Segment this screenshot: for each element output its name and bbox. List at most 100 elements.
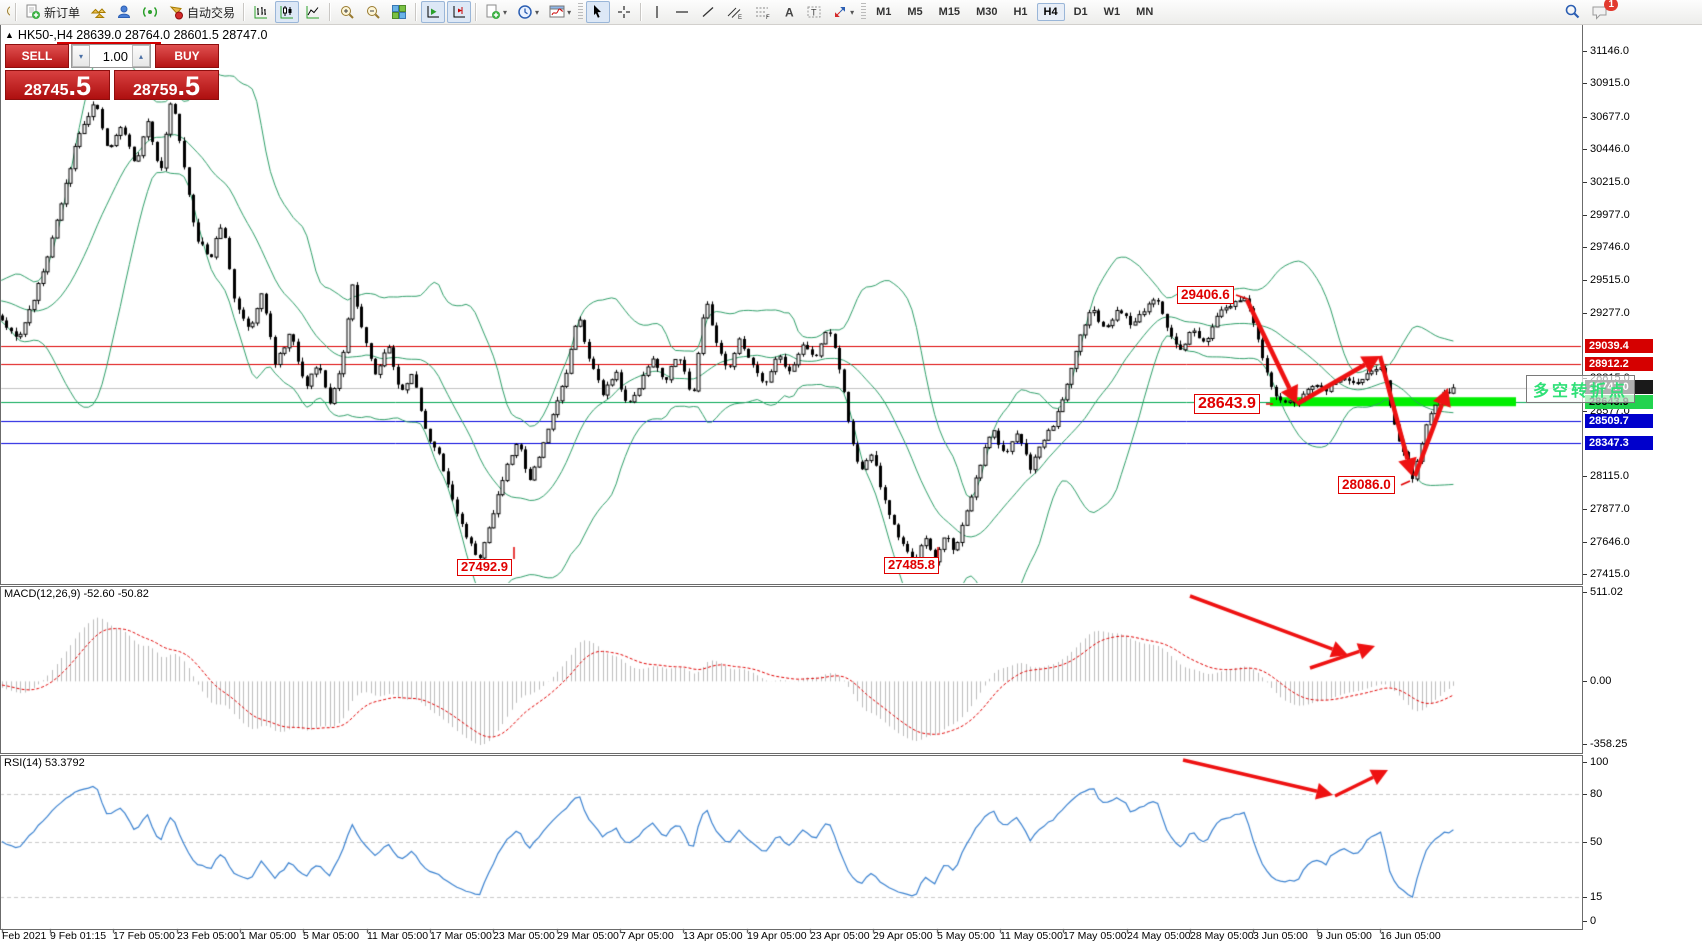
new-chart-button[interactable]: ▾ bbox=[481, 1, 511, 23]
spinner-up-icon: ▴ bbox=[138, 51, 143, 61]
arrows-tool-button[interactable]: ▾ bbox=[828, 1, 858, 23]
vertical-line-icon bbox=[656, 6, 658, 18]
new-order-button[interactable]: 新订单 bbox=[21, 1, 84, 23]
rsi-panel bbox=[0, 755, 1583, 930]
search-icon bbox=[1565, 4, 1580, 19]
sell-price-main: 28745 bbox=[23, 82, 69, 99]
arrow-shapes-icon bbox=[835, 7, 846, 17]
cursor-icon bbox=[594, 5, 602, 18]
strategy-tester-button[interactable] bbox=[112, 1, 136, 23]
signals-button[interactable] bbox=[138, 1, 162, 23]
magnifier-partial-icon bbox=[7, 6, 10, 16]
toolbar-separator bbox=[475, 3, 478, 21]
timeframe-m1-button[interactable]: M1 bbox=[876, 6, 892, 18]
price-annotation-label[interactable]: 27485.8 bbox=[884, 557, 939, 574]
title-underline-mark bbox=[57, 42, 161, 44]
note-annotation[interactable]: 多空转折点 bbox=[1526, 375, 1636, 403]
candlestick-icon bbox=[280, 6, 294, 19]
buy-price-display[interactable]: 28759.5 bbox=[114, 70, 219, 101]
blue-figure-icon bbox=[118, 5, 131, 18]
dropdown-caret-icon: ▾ bbox=[850, 7, 855, 17]
macd-label: MACD(12,26,9) -52.60 -50.82 bbox=[4, 588, 149, 600]
buy-price-main: 28759 bbox=[132, 82, 178, 99]
timeframe-d1-button[interactable]: D1 bbox=[1073, 6, 1088, 18]
timeframe-mn-button[interactable]: MN bbox=[1136, 6, 1154, 18]
toolbar-grip bbox=[861, 3, 867, 21]
zoom-in-button[interactable] bbox=[335, 1, 359, 23]
toolbar-grip bbox=[578, 3, 584, 21]
volume-value[interactable]: 1.00 bbox=[102, 48, 128, 64]
gold-bars-icon bbox=[90, 8, 107, 18]
symbol-ohlc-text: HK50-,H4 28639.0 28764.0 28601.5 28747.0 bbox=[17, 28, 268, 42]
toolbar-separator bbox=[15, 3, 17, 21]
trendline-tool-button[interactable] bbox=[696, 1, 720, 23]
svg-text:F: F bbox=[766, 15, 770, 20]
zoom-out-button[interactable] bbox=[361, 1, 385, 23]
rsi-label: RSI(14) 53.3792 bbox=[4, 757, 85, 769]
buy-button-label: BUY bbox=[174, 49, 200, 63]
auto-scroll-icon bbox=[427, 6, 440, 18]
svg-text:A: A bbox=[785, 6, 794, 20]
dropdown-caret-icon: ▾ bbox=[503, 7, 508, 17]
candlestick-mode-button[interactable] bbox=[275, 1, 300, 23]
line-chart-icon bbox=[306, 6, 320, 19]
search-button[interactable] bbox=[1559, 1, 1585, 23]
sell-price-display[interactable]: 28745.5 bbox=[5, 70, 110, 101]
text-a-icon: A bbox=[785, 6, 794, 20]
timeframe-m5-button[interactable]: M5 bbox=[907, 6, 923, 18]
bar-chart-icon bbox=[254, 6, 268, 19]
volume-increase-button[interactable]: ▴ bbox=[132, 45, 150, 67]
crosshair-tool-button[interactable] bbox=[612, 1, 636, 23]
notification-badge: 1 bbox=[1604, 0, 1618, 11]
equidistant-channel-icon: E bbox=[727, 7, 742, 20]
line-chart-mode-button[interactable] bbox=[301, 1, 325, 23]
channel-tool-button[interactable]: E bbox=[722, 1, 748, 23]
auto-scroll-button[interactable] bbox=[421, 1, 446, 23]
market-watch-button[interactable] bbox=[86, 1, 110, 23]
trendline-icon bbox=[702, 7, 714, 17]
auto-trading-button[interactable]: 自动交易 bbox=[164, 1, 239, 23]
horizontal-line-tool-button[interactable] bbox=[670, 1, 694, 23]
new-chart-icon bbox=[486, 4, 501, 19]
one-click-trading-panel: SELL ▾ 1.00 ▴ BUY 28745.5 28759.5 bbox=[5, 44, 219, 101]
auto-trading-label: 自动交易 bbox=[187, 5, 236, 20]
timeframe-h4-button[interactable]: H4 bbox=[1036, 3, 1065, 21]
price-annotation-label[interactable]: 27492.9 bbox=[457, 559, 512, 576]
price-annotation-label[interactable]: 28643.9 bbox=[1194, 394, 1260, 415]
signal-icon bbox=[143, 6, 157, 18]
price-annotation-label[interactable]: 28086.0 bbox=[1338, 476, 1395, 494]
timeframe-m15-button[interactable]: M15 bbox=[938, 6, 961, 18]
tile-windows-icon bbox=[392, 5, 407, 19]
chart-shift-button[interactable] bbox=[447, 1, 472, 23]
vertical-line-tool-button[interactable] bbox=[646, 1, 668, 23]
toolbar-separator bbox=[640, 3, 643, 21]
collapse-triangle-icon[interactable]: ▲ bbox=[5, 30, 14, 40]
auto-trading-icon bbox=[169, 6, 184, 20]
new-order-label: 新订单 bbox=[44, 5, 81, 20]
timeframe-h1-button[interactable]: H1 bbox=[1013, 6, 1028, 18]
dropdown-caret-icon: ▾ bbox=[535, 7, 540, 17]
fibonacci-icon: F bbox=[756, 7, 770, 20]
fibonacci-tool-button[interactable]: F bbox=[750, 1, 776, 23]
sell-button[interactable]: SELL bbox=[5, 44, 69, 68]
timeframe-w1-button[interactable]: W1 bbox=[1103, 6, 1121, 18]
sell-button-label: SELL bbox=[21, 49, 53, 63]
periods-button[interactable]: ▾ bbox=[513, 1, 543, 23]
text-label-tool-button[interactable]: T bbox=[802, 1, 826, 23]
cursor-tool-button[interactable] bbox=[586, 1, 611, 23]
volume-stepper[interactable]: ▾ 1.00 ▴ bbox=[71, 44, 151, 68]
dropdown-caret-icon: ▾ bbox=[567, 7, 572, 17]
template-icon bbox=[549, 5, 565, 18]
notifications-button[interactable]: 1 bbox=[1587, 0, 1618, 23]
timeframe-m30-button[interactable]: M30 bbox=[976, 6, 998, 18]
bar-chart-mode-button[interactable] bbox=[249, 1, 273, 23]
text-tool-button[interactable]: A bbox=[778, 1, 800, 23]
templates-button[interactable]: ▾ bbox=[545, 1, 575, 23]
buy-button[interactable]: BUY bbox=[155, 44, 219, 68]
svg-text:T: T bbox=[811, 8, 817, 18]
tile-windows-button[interactable] bbox=[387, 1, 411, 23]
price-annotation-label[interactable]: 29406.6 bbox=[1177, 286, 1234, 304]
volume-decrease-button[interactable]: ▾ bbox=[72, 45, 90, 67]
